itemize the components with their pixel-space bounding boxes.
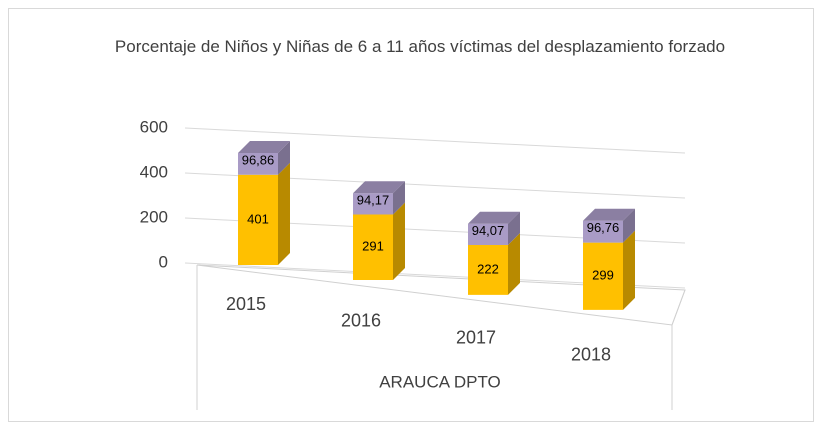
data-label: 94,07 xyxy=(472,223,505,238)
bar xyxy=(583,208,635,243)
bar xyxy=(353,202,405,280)
x-axis-label: ARAUCA DPTO xyxy=(379,372,501,391)
bar-front xyxy=(238,174,278,265)
bar-side xyxy=(623,208,635,243)
bar-side xyxy=(393,202,405,280)
x-tick-label: 2018 xyxy=(571,345,611,365)
bar-side xyxy=(278,162,290,265)
bar-front xyxy=(353,214,393,280)
y-tick-label: 400 xyxy=(140,162,168,181)
bar-top xyxy=(353,181,405,194)
bar-top xyxy=(468,211,520,224)
bar-side xyxy=(508,232,520,295)
data-label: 401 xyxy=(247,211,269,226)
y-tick-label: 200 xyxy=(140,207,168,226)
bar xyxy=(583,230,635,310)
bar-front xyxy=(583,242,623,310)
data-label: 222 xyxy=(477,261,499,276)
bar xyxy=(238,162,290,265)
bar-front xyxy=(583,220,623,243)
data-label: 96,86 xyxy=(242,152,275,167)
bar-top xyxy=(583,208,635,221)
bar xyxy=(468,232,520,295)
chart-border xyxy=(8,8,814,422)
floor-edge xyxy=(671,289,686,326)
x-tick-label: 2015 xyxy=(226,294,266,314)
data-label: 299 xyxy=(592,268,614,283)
y-tick-label: 0 xyxy=(159,252,168,271)
bar-front xyxy=(238,152,278,175)
bar-top xyxy=(238,140,290,153)
bar xyxy=(353,181,405,215)
bar-side xyxy=(393,181,405,215)
grid-line xyxy=(184,127,686,154)
bar-side xyxy=(508,211,520,245)
bar-front xyxy=(468,223,508,245)
bar-front xyxy=(468,244,508,295)
bar xyxy=(238,140,290,175)
data-label: 291 xyxy=(362,239,384,254)
bar xyxy=(468,211,520,245)
bar-side xyxy=(278,140,290,175)
bar-front xyxy=(353,193,393,215)
x-tick-label: 2017 xyxy=(456,328,496,348)
bar-side xyxy=(623,230,635,310)
chart-title: Porcentaje de Niños y Niñas de 6 a 11 añ… xyxy=(114,37,726,56)
data-label: 96,76 xyxy=(587,220,620,235)
data-label: 94,17 xyxy=(357,192,390,207)
y-tick-label: 600 xyxy=(140,117,168,136)
x-tick-label: 2016 xyxy=(341,311,381,331)
